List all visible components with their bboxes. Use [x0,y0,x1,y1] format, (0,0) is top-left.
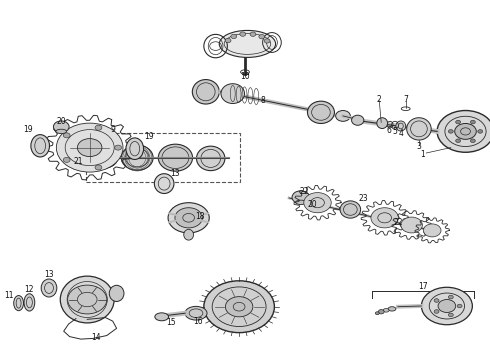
Circle shape [292,191,310,204]
Text: 22: 22 [393,218,403,227]
Ellipse shape [24,294,35,311]
Circle shape [421,287,472,325]
Circle shape [455,123,476,139]
Circle shape [89,148,117,168]
Ellipse shape [184,229,194,240]
Circle shape [423,224,441,237]
Bar [86,133,240,182]
Ellipse shape [154,174,174,194]
Ellipse shape [219,31,275,58]
Circle shape [448,130,453,133]
Ellipse shape [388,307,396,311]
Circle shape [371,208,398,228]
Ellipse shape [158,144,193,171]
Ellipse shape [377,118,388,129]
Text: 7: 7 [403,95,408,104]
Text: 2: 2 [377,95,382,104]
Circle shape [456,120,461,124]
Circle shape [448,313,453,317]
Circle shape [448,295,453,299]
Ellipse shape [196,146,225,171]
Circle shape [63,157,70,162]
Ellipse shape [60,276,114,323]
Circle shape [375,312,379,315]
Text: 16: 16 [194,317,203,325]
Text: 20: 20 [56,117,66,126]
Ellipse shape [185,306,207,320]
Ellipse shape [295,200,306,204]
Circle shape [470,139,475,143]
Text: 14: 14 [91,333,100,342]
Ellipse shape [221,84,245,104]
Circle shape [63,133,70,138]
Ellipse shape [31,135,49,157]
Circle shape [478,130,483,133]
Text: 13: 13 [171,169,180,178]
Text: 21: 21 [74,157,83,166]
Circle shape [77,139,102,157]
Circle shape [250,32,256,36]
Ellipse shape [122,145,153,170]
Text: 23: 23 [359,194,368,203]
Circle shape [437,111,490,152]
Text: 12: 12 [24,285,34,294]
Circle shape [204,281,274,333]
Ellipse shape [308,101,335,123]
Text: 5: 5 [392,127,397,136]
Circle shape [434,310,439,313]
Circle shape [231,34,237,39]
Text: 3: 3 [416,143,421,152]
Ellipse shape [41,279,57,297]
Circle shape [95,165,102,170]
Ellipse shape [336,111,350,121]
Text: 10: 10 [240,72,250,81]
Ellipse shape [192,80,219,104]
Ellipse shape [155,313,169,321]
Ellipse shape [126,138,144,159]
Ellipse shape [352,115,364,125]
Circle shape [456,139,461,143]
Text: 22: 22 [299,187,309,196]
Circle shape [115,145,122,150]
Ellipse shape [383,309,389,312]
Circle shape [95,125,102,130]
Circle shape [53,121,69,132]
Text: 19: 19 [24,125,33,134]
Circle shape [470,120,475,124]
Circle shape [225,39,231,43]
Text: 19: 19 [145,132,154,141]
Text: 6: 6 [386,126,391,135]
Circle shape [264,39,270,43]
Circle shape [401,217,422,233]
Circle shape [457,304,462,308]
Circle shape [56,123,123,172]
Circle shape [175,208,202,228]
Circle shape [304,193,331,213]
Text: 20: 20 [308,200,318,209]
Text: 13: 13 [44,270,54,279]
Ellipse shape [340,201,361,218]
Circle shape [438,300,456,312]
Circle shape [225,297,253,317]
Text: 8: 8 [261,96,266,105]
Ellipse shape [396,121,406,131]
Circle shape [240,32,245,36]
Text: 9: 9 [110,125,115,134]
Circle shape [168,203,209,233]
Text: 1: 1 [420,150,425,159]
Circle shape [378,310,384,314]
Text: 18: 18 [195,212,205,220]
Circle shape [68,285,107,314]
Circle shape [259,35,265,39]
Ellipse shape [407,118,431,140]
Text: 4: 4 [398,129,403,138]
Ellipse shape [109,285,124,302]
Text: 11: 11 [4,292,14,300]
Ellipse shape [56,129,67,134]
Ellipse shape [14,296,24,311]
Text: 15: 15 [166,319,175,328]
Circle shape [434,299,439,302]
Text: 17: 17 [418,282,428,291]
